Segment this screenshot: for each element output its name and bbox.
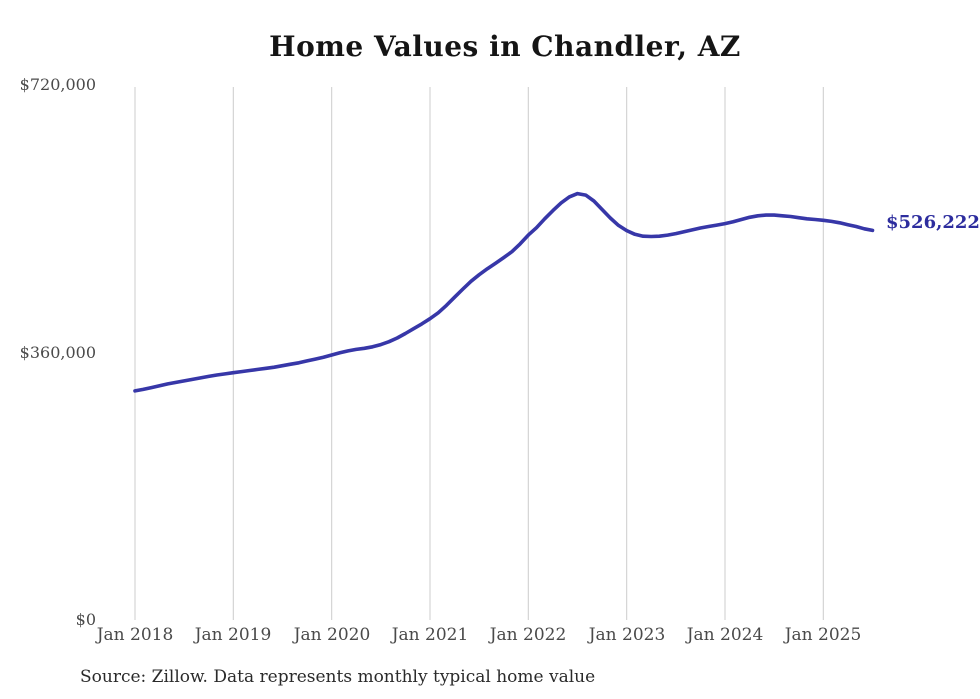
x-axis-tick-jan-2020: Jan 2020: [293, 625, 371, 645]
y-axis-tick-0: $0: [75, 610, 96, 629]
x-axis-tick-jan-2019: Jan 2019: [194, 625, 272, 645]
home-value-line: [133, 191, 875, 393]
y-axis-tick-720000: $720,000: [19, 75, 96, 94]
source-note: Source: Zillow. Data represents monthly …: [80, 667, 596, 687]
x-axis-tick-jan-2023: Jan 2023: [588, 625, 666, 645]
x-axis-tick-jan-2022: Jan 2022: [489, 625, 567, 645]
latest-value-label: $526,222: [886, 212, 980, 233]
y-axis-tick-360000: $360,000: [19, 343, 96, 362]
x-axis-tick-jan-2018: Jan 2018: [96, 625, 174, 645]
chart-title: Home Values in Chandler, AZ: [269, 30, 741, 63]
x-axis-tick-jan-2021: Jan 2021: [391, 625, 469, 645]
x-axis-tick-jan-2025: Jan 2025: [784, 625, 862, 645]
x-axis-tick-jan-2024: Jan 2024: [686, 625, 764, 645]
